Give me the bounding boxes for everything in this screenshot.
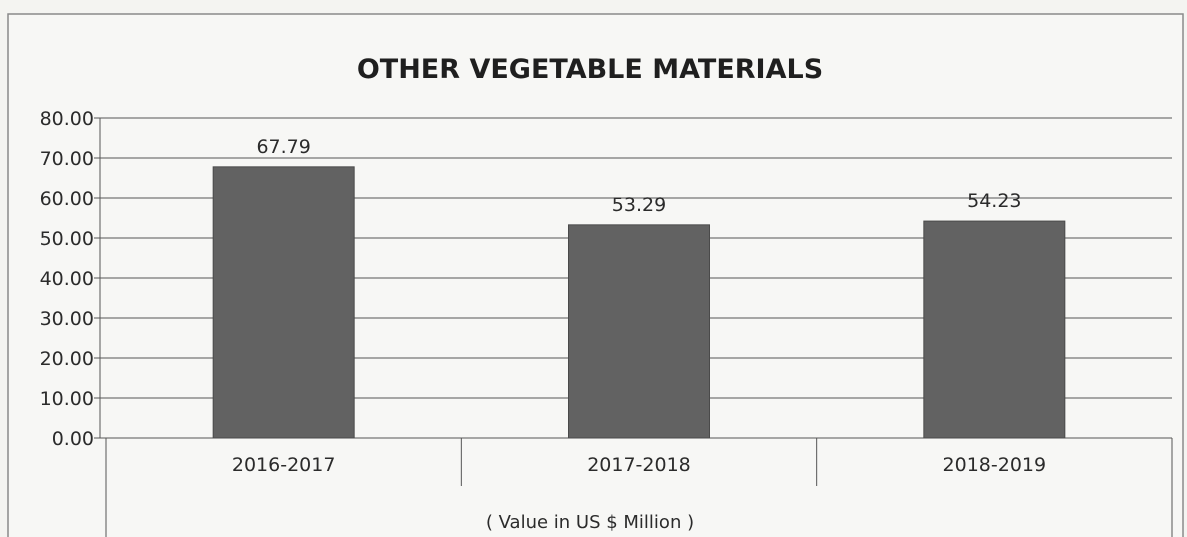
- bar-2018-2019: [923, 220, 1066, 439]
- y-tick-label: 10.00: [40, 388, 94, 410]
- bar-2016-2017: [212, 166, 355, 439]
- y-tick-label: 60.00: [40, 188, 94, 210]
- data-label: 67.79: [256, 136, 310, 158]
- y-tick-label: 80.00: [40, 108, 94, 130]
- bar-2017-2018: [568, 224, 710, 439]
- y-tick-label: 70.00: [40, 148, 94, 170]
- labels: 0.00 10.00 20.00 30.00 40.00 50.00 60.00 70.00 8…: [40, 108, 1047, 476]
- y-tick-label: 20.00: [40, 348, 94, 370]
- y-tick-label: 50.00: [40, 228, 94, 250]
- data-label: 53.29: [612, 194, 666, 216]
- data-label: 54.23: [967, 190, 1021, 212]
- bars: [212, 166, 1066, 439]
- axes: [94, 117, 1173, 537]
- x-tick-label: 2018-2019: [943, 454, 1047, 476]
- y-tick-label: 0.00: [52, 428, 94, 450]
- x-tick-label: 2017-2018: [587, 454, 691, 476]
- x-axis-label: ( Value in US $ Million ): [486, 512, 694, 533]
- chart-title: OTHER VEGETABLE MATERIALS: [357, 54, 823, 85]
- y-tick-label: 40.00: [40, 268, 94, 290]
- x-tick-label: 2016-2017: [232, 454, 336, 476]
- y-tick-label: 30.00: [40, 308, 94, 330]
